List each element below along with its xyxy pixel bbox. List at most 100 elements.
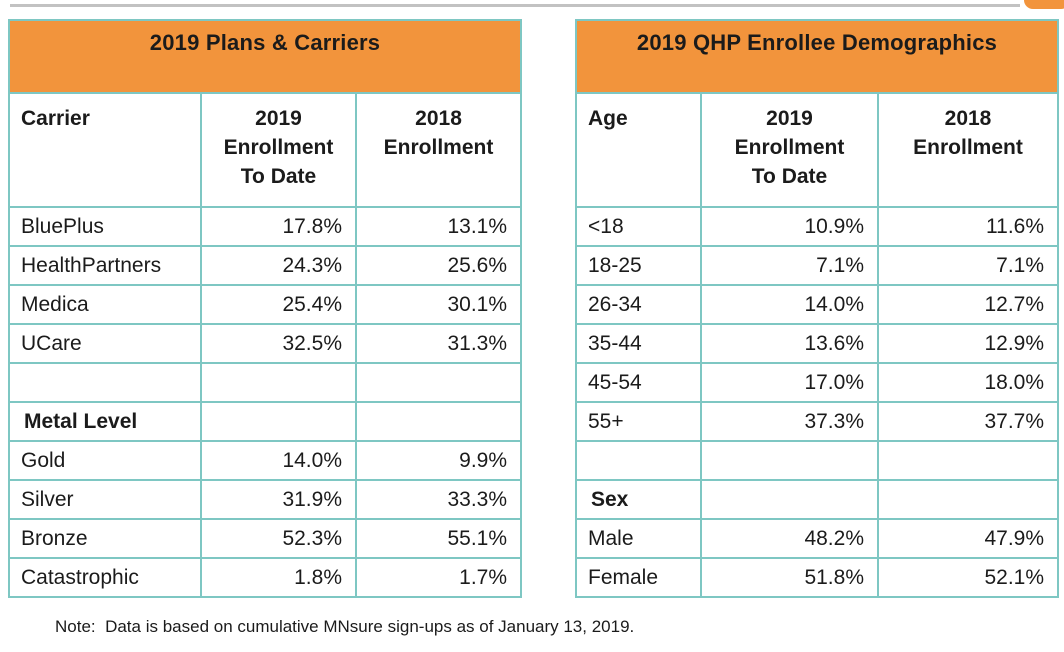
table-row: HealthPartners 24.3% 25.6% <box>8 245 523 286</box>
row-label-cell: 45-54 <box>575 362 702 403</box>
row-label-cell: Male <box>575 518 702 559</box>
value-2018-cell <box>354 362 523 403</box>
value-2019-cell: 31.9% <box>200 479 357 520</box>
section-label-cell: Sex <box>575 479 702 520</box>
header-line: Enrollment <box>913 136 1023 159</box>
table-row: UCare 32.5% 31.3% <box>8 323 523 364</box>
column-header-age: Age <box>575 92 702 208</box>
row-label-cell: 26-34 <box>575 284 702 325</box>
row-label-cell: HealthPartners <box>8 245 202 286</box>
row-label-cell: Female <box>575 557 702 598</box>
value-2018-cell: 18.0% <box>876 362 1060 403</box>
value-2018-cell: 55.1% <box>354 518 523 559</box>
value-2019-cell: 17.8% <box>200 206 357 247</box>
value-2018-cell: 37.7% <box>876 401 1060 442</box>
header-line: Enrollment <box>223 136 334 159</box>
spacer-row <box>8 362 523 403</box>
value-2018-cell: 13.1% <box>354 206 523 247</box>
value-2018-cell <box>876 479 1060 520</box>
table-row: Medica 25.4% 30.1% <box>8 284 523 325</box>
column-header-2019-enrollment: 2019 Enrollment To Date <box>700 92 879 208</box>
header-line: Enrollment <box>734 136 845 159</box>
table-title: 2019 Plans & Carriers <box>7 19 523 94</box>
value-2019-cell: 37.3% <box>700 401 879 442</box>
column-header-carrier: Carrier <box>8 92 202 208</box>
section-header-row: Sex <box>575 479 1060 520</box>
value-2019-cell <box>200 401 357 442</box>
table-title: 2019 QHP Enrollee Demographics <box>574 19 1060 94</box>
value-2018-cell: 1.7% <box>354 557 523 598</box>
value-2019-cell: 14.0% <box>700 284 879 325</box>
table-row: 35-44 13.6% 12.9% <box>575 323 1060 364</box>
table-title-row: 2019 QHP Enrollee Demographics <box>574 19 1060 94</box>
value-2019-cell: 1.8% <box>200 557 357 598</box>
section-label-cell: Metal Level <box>8 401 202 442</box>
value-2019-cell <box>200 362 357 403</box>
row-label-cell: Medica <box>8 284 202 325</box>
row-label-cell <box>8 362 202 403</box>
table-row: 26-34 14.0% 12.7% <box>575 284 1060 325</box>
table-row: Female 51.8% 52.1% <box>575 557 1060 598</box>
value-2019-cell: 25.4% <box>200 284 357 325</box>
header-line: 2019 <box>766 107 813 130</box>
value-2019-cell: 13.6% <box>700 323 879 364</box>
table-row: Silver 31.9% 33.3% <box>8 479 523 520</box>
row-label-cell: 35-44 <box>575 323 702 364</box>
value-2018-cell <box>354 401 523 442</box>
header-line: 2018 <box>944 107 992 130</box>
table-row: Catastrophic 1.8% 1.7% <box>8 557 523 598</box>
table-row: Male 48.2% 47.9% <box>575 518 1060 559</box>
table-row: 55+ 37.3% 37.7% <box>575 401 1060 442</box>
table-row: <18 10.9% 11.6% <box>575 206 1060 247</box>
value-2018-cell: 7.1% <box>876 245 1060 286</box>
row-label-cell <box>575 440 702 481</box>
header-line: 2019 <box>255 107 302 130</box>
value-2018-cell: 30.1% <box>354 284 523 325</box>
row-label-cell: BluePlus <box>8 206 202 247</box>
spacer-row <box>575 440 1060 481</box>
table-row: BluePlus 17.8% 13.1% <box>8 206 523 247</box>
column-header-2019-enrollment: 2019 Enrollment To Date <box>200 92 357 208</box>
value-2019-cell: 10.9% <box>700 206 879 247</box>
column-header-2018-enrollment: 2018 Enrollment <box>876 92 1060 208</box>
qhp-demographics-table: 2019 QHP Enrollee Demographics Age 2019 … <box>574 19 1060 598</box>
table-row: 45-54 17.0% 18.0% <box>575 362 1060 403</box>
header-line: Enrollment <box>383 136 494 159</box>
value-2018-cell: 47.9% <box>876 518 1060 559</box>
column-header-2018-enrollment: 2018 Enrollment <box>354 92 523 208</box>
value-2019-cell: 14.0% <box>200 440 357 481</box>
row-label-cell: Catastrophic <box>8 557 202 598</box>
value-2019-cell: 7.1% <box>700 245 879 286</box>
row-label-cell: 18-25 <box>575 245 702 286</box>
value-2019-cell: 24.3% <box>200 245 357 286</box>
row-label-cell: <18 <box>575 206 702 247</box>
row-label-cell: UCare <box>8 323 202 364</box>
header-line: To Date <box>751 165 828 188</box>
row-label-cell: Gold <box>8 440 202 481</box>
value-2018-cell: 33.3% <box>354 479 523 520</box>
footnote: Note: Data is based on cumulative MNsure… <box>55 617 635 636</box>
value-2019-cell: 52.3% <box>200 518 357 559</box>
column-header-row: Carrier 2019 Enrollment To Date 2018 Enr… <box>8 92 523 208</box>
value-2019-cell <box>700 479 879 520</box>
row-label-cell: Silver <box>8 479 202 520</box>
orange-corner-tab <box>1024 0 1064 9</box>
table-row: Gold 14.0% 9.9% <box>8 440 523 481</box>
row-label-cell: 55+ <box>575 401 702 442</box>
value-2019-cell: 32.5% <box>200 323 357 364</box>
value-2018-cell: 12.9% <box>876 323 1060 364</box>
table-title-row: 2019 Plans & Carriers <box>7 19 523 94</box>
value-2018-cell: 25.6% <box>354 245 523 286</box>
column-header-row: Age 2019 Enrollment To Date 2018 Enrollm… <box>575 92 1060 208</box>
value-2018-cell: 9.9% <box>354 440 523 481</box>
plans-carriers-table: 2019 Plans & Carriers Carrier 2019 Enrol… <box>7 19 523 598</box>
row-label-cell: Bronze <box>8 518 202 559</box>
table-row: Bronze 52.3% 55.1% <box>8 518 523 559</box>
value-2018-cell <box>876 440 1060 481</box>
section-header-row: Metal Level <box>8 401 523 442</box>
value-2018-cell: 11.6% <box>876 206 1060 247</box>
header-line: 2018 <box>415 107 462 130</box>
value-2018-cell: 12.7% <box>876 284 1060 325</box>
value-2019-cell: 48.2% <box>700 518 879 559</box>
